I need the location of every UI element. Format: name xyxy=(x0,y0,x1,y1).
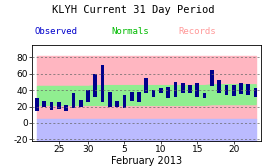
Text: Records: Records xyxy=(178,27,216,36)
Bar xyxy=(130,92,134,101)
Bar xyxy=(123,95,126,108)
Bar xyxy=(137,92,141,102)
Bar xyxy=(115,101,119,107)
Bar xyxy=(254,88,257,97)
Bar xyxy=(79,100,82,107)
Bar xyxy=(196,83,199,97)
Text: KLYH Current 31 Day Period: KLYH Current 31 Day Period xyxy=(52,5,214,15)
Bar xyxy=(225,85,228,95)
Bar xyxy=(166,87,170,98)
Bar xyxy=(181,83,185,93)
Bar xyxy=(188,85,192,93)
Bar xyxy=(203,93,206,98)
Bar xyxy=(159,88,163,93)
Bar xyxy=(72,93,75,108)
Text: Observed: Observed xyxy=(35,27,78,36)
Bar xyxy=(247,84,250,95)
Bar xyxy=(86,90,90,102)
Bar xyxy=(232,85,236,96)
Bar xyxy=(152,90,155,97)
Bar xyxy=(108,92,112,107)
Bar xyxy=(93,74,97,97)
Bar xyxy=(174,82,177,97)
Bar xyxy=(217,80,221,93)
Bar xyxy=(101,65,105,102)
Bar xyxy=(57,102,61,109)
Bar xyxy=(239,83,243,94)
Bar xyxy=(43,101,46,107)
X-axis label: February 2013: February 2013 xyxy=(111,156,182,166)
Text: Normals: Normals xyxy=(112,27,149,36)
Bar xyxy=(50,102,53,110)
Bar xyxy=(35,98,39,112)
Bar xyxy=(210,70,214,86)
Bar xyxy=(144,78,148,93)
Bar xyxy=(64,105,68,112)
